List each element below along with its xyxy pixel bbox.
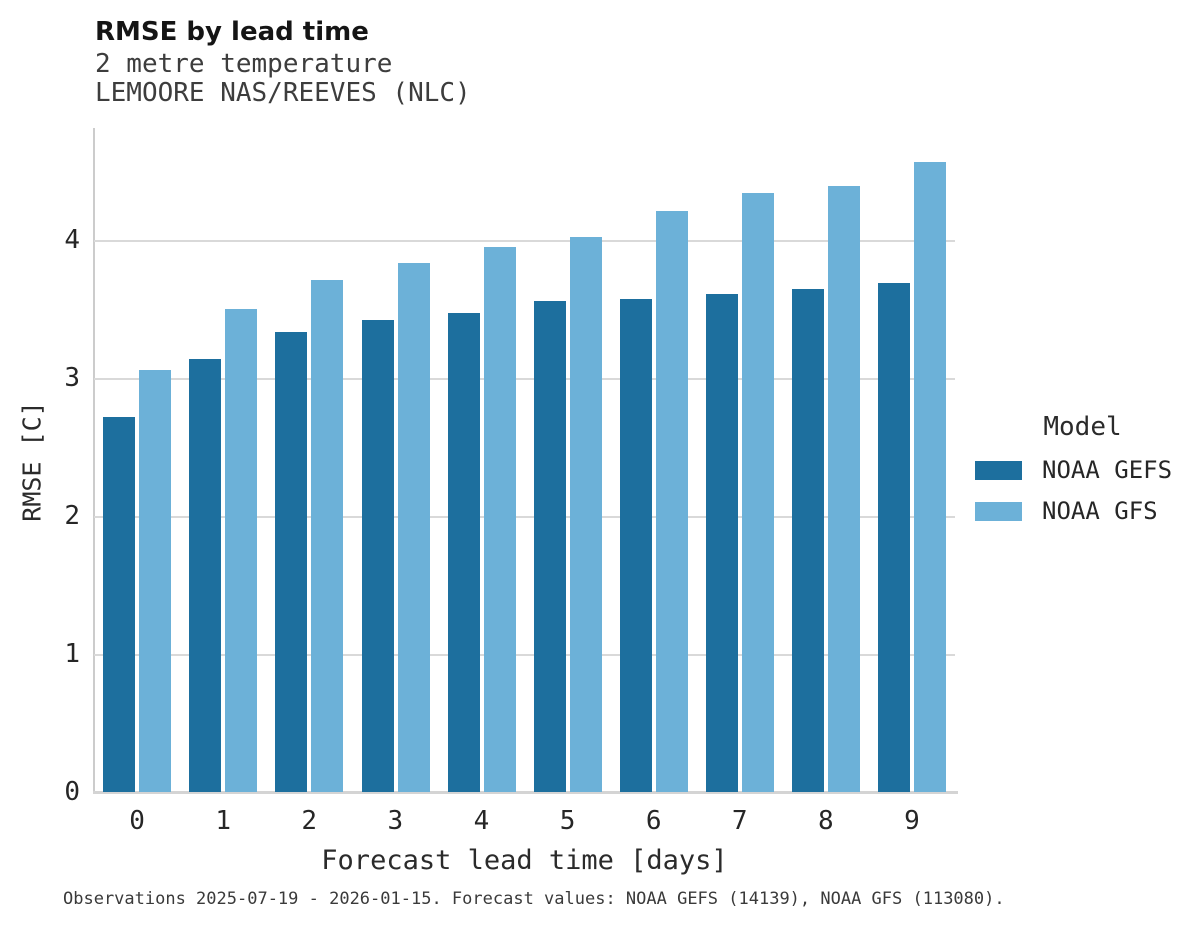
bar-noaa-gefs-day-5	[533, 300, 566, 792]
x-tick-label-0: 0	[129, 806, 145, 836]
legend-swatch-noaa-gefs	[975, 460, 1022, 480]
chart-subtitle: 2 metre temperature LEMOORE NAS/REEVES (N…	[95, 50, 471, 108]
bar-noaa-gefs-day-6	[619, 299, 652, 792]
bar-noaa-gefs-day-2	[275, 332, 308, 792]
bar-noaa-gfs-day-1	[225, 308, 258, 792]
bar-noaa-gfs-day-9	[914, 162, 947, 792]
gridline-y-4	[94, 239, 955, 242]
legend-label: NOAA GEFS	[1042, 456, 1173, 484]
legend-entry: NOAA GFS	[975, 497, 1190, 525]
gridline-y-3	[94, 377, 955, 380]
chart-legend: Model NOAA GEFS NOAA GFS	[975, 412, 1190, 538]
x-tick-label-2: 2	[301, 806, 318, 836]
legend-label: NOAA GFS	[1042, 497, 1158, 525]
bar-noaa-gfs-day-7	[741, 192, 774, 792]
bar-noaa-gfs-day-8	[828, 185, 861, 792]
chart-subtitle-line1: 2 metre temperature	[95, 49, 393, 79]
caption-text: Observations 2025-07-19 - 2026-01-15. Fo…	[63, 889, 1005, 909]
bar-noaa-gefs-day-8	[792, 289, 825, 792]
bar-noaa-gefs-day-4	[447, 312, 480, 792]
bar-noaa-gefs-day-7	[705, 293, 738, 792]
bar-noaa-gefs-day-9	[878, 282, 911, 792]
y-axis-label: RMSE [C]	[17, 401, 47, 522]
x-tick-label-3: 3	[387, 806, 404, 836]
x-tick-label-1: 1	[215, 806, 231, 836]
x-tick-label-9: 9	[904, 806, 920, 836]
legend-entry: NOAA GEFS	[975, 456, 1190, 484]
x-tick-label-4: 4	[473, 806, 490, 836]
y-axis-spine	[93, 128, 95, 792]
chart-subtitle-line2: LEMOORE NAS/REEVES (NLC)	[95, 78, 471, 108]
y-tick-label-0: 0	[64, 777, 80, 807]
bar-noaa-gfs-day-0	[139, 369, 172, 792]
bar-noaa-gfs-day-3	[397, 263, 430, 792]
bar-noaa-gfs-day-4	[483, 246, 516, 792]
bar-noaa-gfs-day-5	[569, 237, 602, 792]
gridline-y-2	[94, 515, 955, 518]
x-axis-spine	[93, 791, 958, 794]
x-tick-label-7: 7	[731, 806, 748, 836]
y-tick-label-2: 2	[64, 500, 80, 531]
legend-title: Model	[1043, 412, 1122, 442]
bar-noaa-gfs-day-6	[655, 210, 688, 792]
x-tick-label-5: 5	[559, 806, 576, 836]
bar-noaa-gfs-day-2	[311, 279, 344, 792]
y-tick-label-3: 3	[64, 362, 80, 393]
y-tick-label-4: 4	[64, 224, 80, 255]
bar-noaa-gefs-day-0	[103, 416, 136, 792]
chart-title: RMSE by lead time	[95, 17, 369, 47]
legend-swatch-noaa-gfs	[975, 501, 1022, 521]
gridline-y-1	[94, 653, 955, 656]
x-axis-label: Forecast lead time [days]	[321, 845, 728, 876]
y-tick-label-1: 1	[64, 638, 80, 669]
x-tick-label-6: 6	[645, 806, 662, 836]
bar-noaa-gefs-day-3	[361, 319, 394, 792]
bar-noaa-gefs-day-1	[189, 358, 222, 792]
x-tick-label-8: 8	[818, 806, 834, 836]
